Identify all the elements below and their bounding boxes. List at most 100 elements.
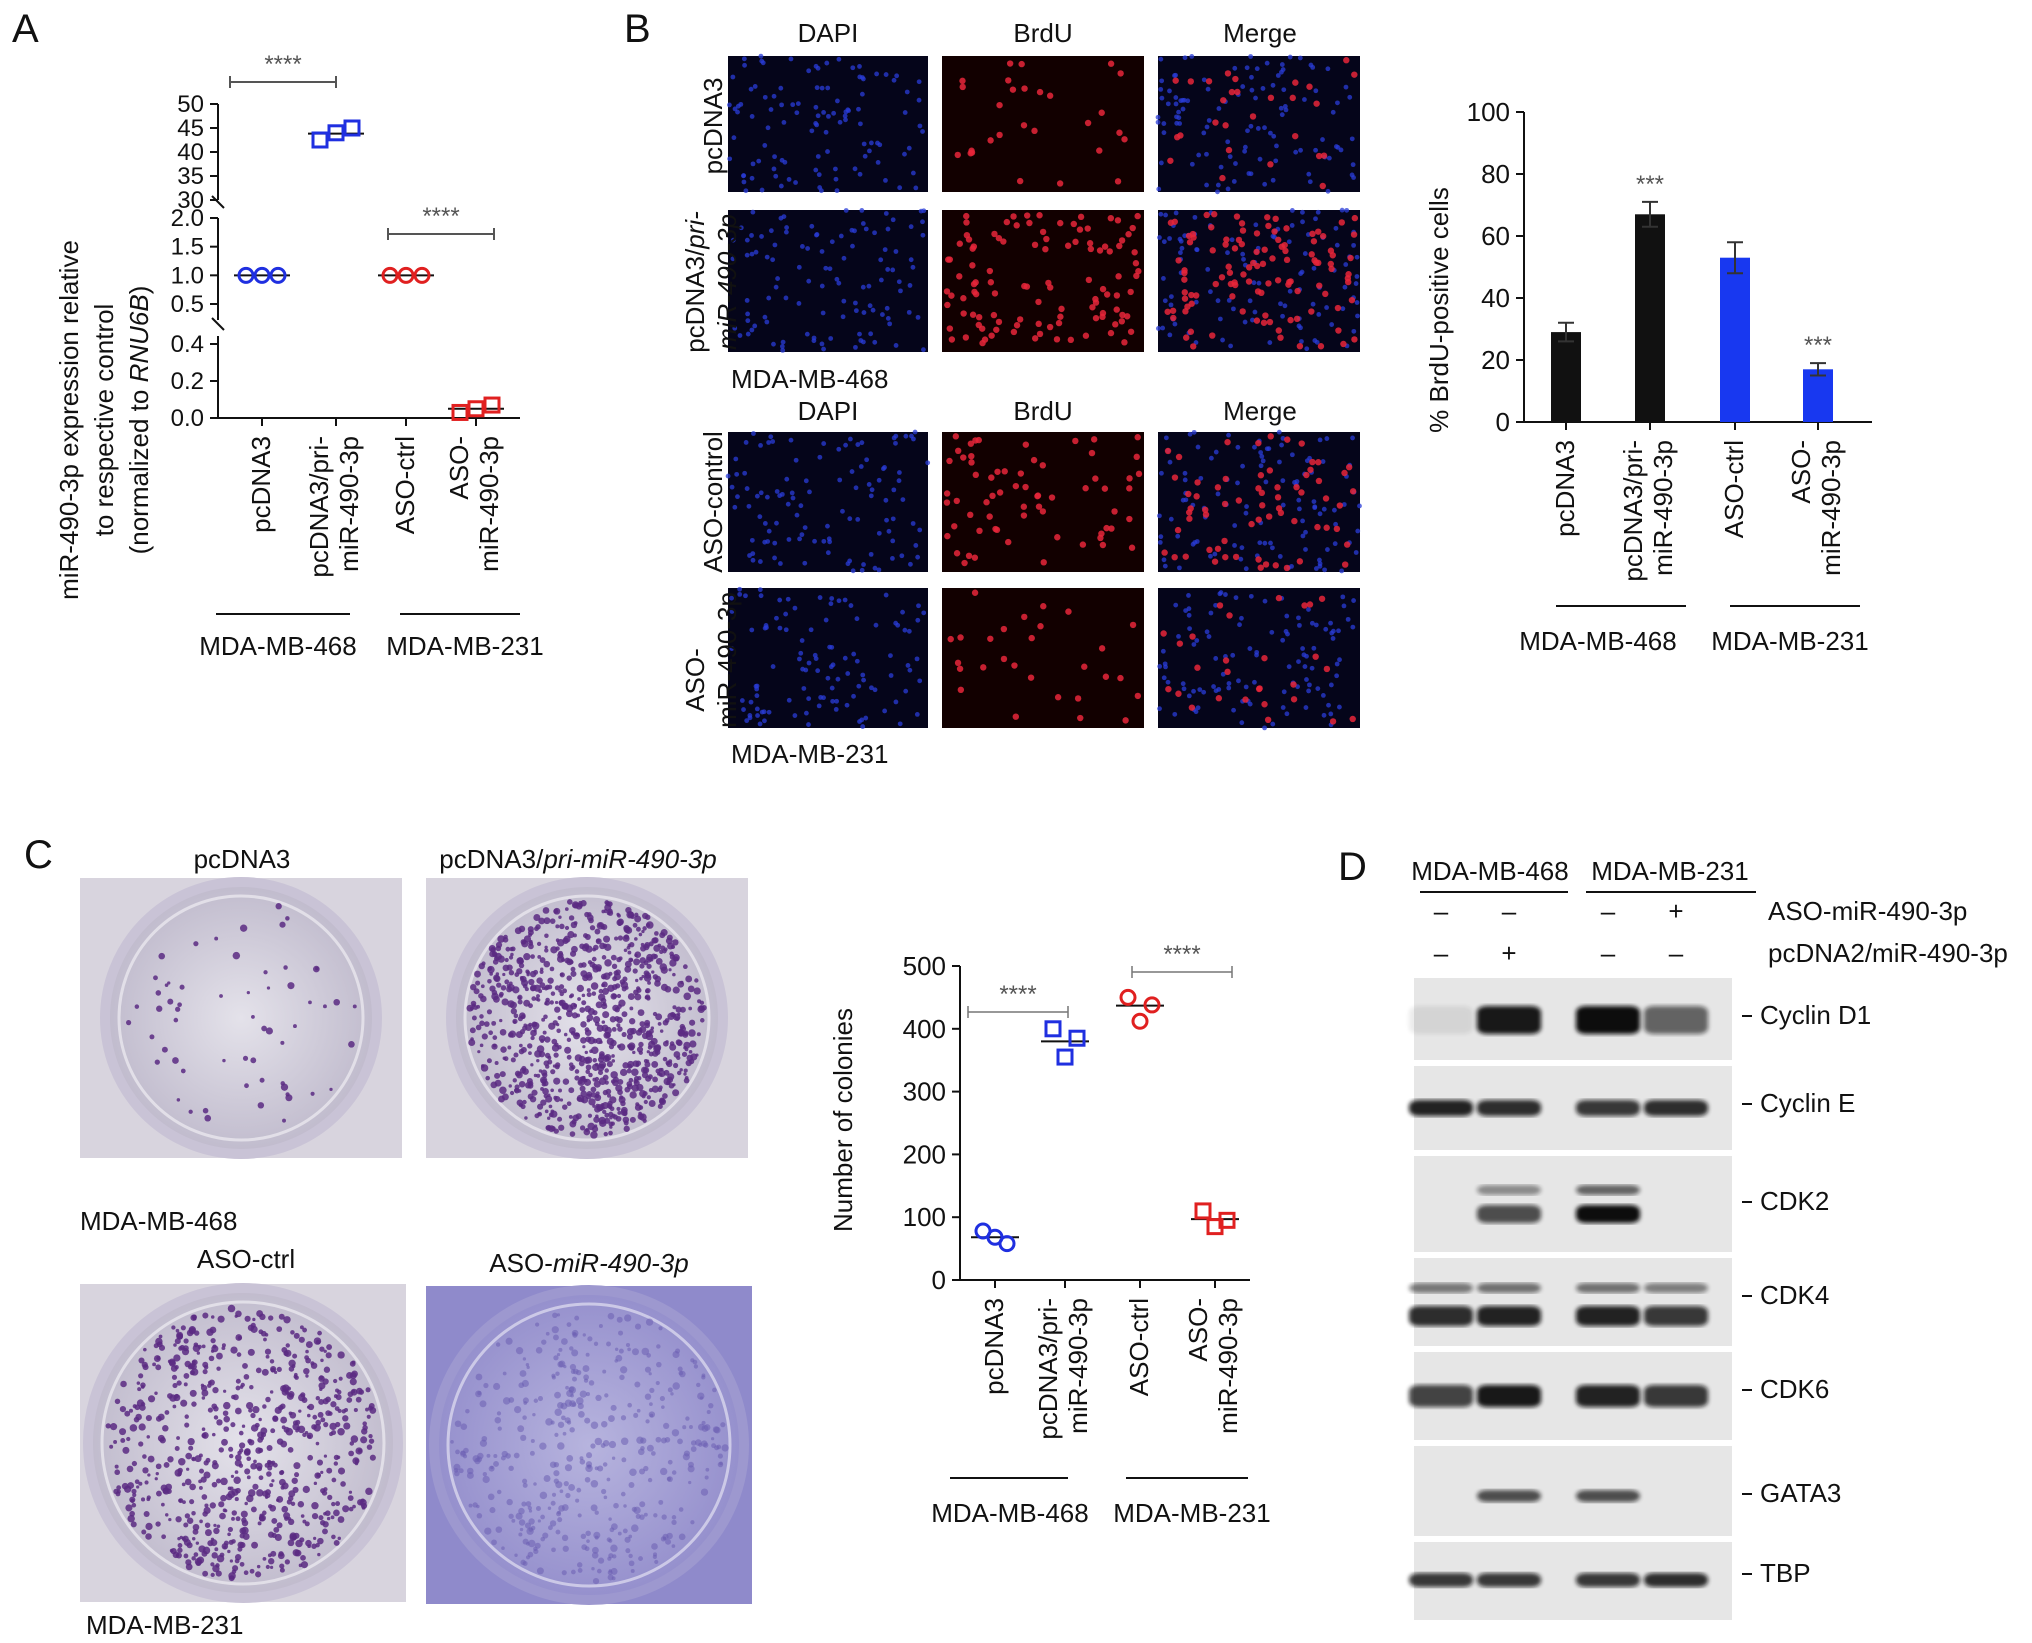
- chart-c-point: [1194, 1202, 1212, 1220]
- chart-c-sig-1: ****: [999, 981, 1036, 1008]
- c-cell-line-top: MDA-MB-468: [80, 1206, 237, 1236]
- chart-c-ytick-label: 0: [932, 1265, 946, 1295]
- chart-c-ytick-label: 500: [903, 951, 946, 981]
- d-sign: +: [1501, 938, 1516, 968]
- b-row-pri-line2: miR-490-3p: [712, 214, 742, 350]
- chart-b-xlabel: ASO-ctrl: [1719, 440, 1749, 538]
- blot-cyclin-e: Cyclin E: [1409, 1066, 1855, 1150]
- micrograph-brdu-row3: [942, 432, 1144, 572]
- panel-d-label: D: [1338, 845, 1367, 889]
- chart-c-point: [1206, 1218, 1224, 1236]
- chart-b-bar: [1803, 369, 1833, 422]
- chart-a-ytick-label: 0.2: [171, 368, 204, 395]
- micrograph-merge-row2: [1155, 207, 1360, 352]
- chart-c-group-2: MDA-MB-231: [1113, 1498, 1270, 1528]
- chart-a-ytick-label: 0.0: [171, 405, 204, 432]
- c-title-pri: pcDNA3/pri-miR-490-3p: [439, 844, 716, 874]
- chart-a-group-1: MDA-MB-468: [199, 631, 356, 661]
- chart-c-xlabel: pcDNA3: [979, 1298, 1009, 1395]
- d-band-label: CDK2: [1760, 1186, 1829, 1216]
- chart-a-ylabel-line2: to respective control: [89, 304, 119, 537]
- chart-b-ytick-label: 80: [1481, 159, 1510, 189]
- chart-b-errorbar: [1642, 200, 1658, 228]
- plate-aso-mir: [426, 1285, 752, 1605]
- chart-a-points: [234, 119, 504, 421]
- c-title-aso-mir: ASO-miR-490-3p: [489, 1248, 688, 1278]
- chart-b-bar: [1720, 257, 1750, 422]
- chart-a-xlabel: pcDNA3: [246, 436, 276, 533]
- d-band-label: GATA3: [1760, 1478, 1841, 1508]
- chart-c-xlabel: ASO-: [1183, 1298, 1213, 1362]
- chart-a-xlabel: miR-490-3p: [334, 436, 364, 572]
- chart-b-xlabel: miR-490-3p: [1816, 440, 1846, 576]
- chart-a-point: [451, 403, 469, 421]
- chart-a-point: [467, 400, 485, 418]
- chart-b-xlabel: pcDNA3: [1550, 440, 1580, 537]
- chart-c-xlabel: pcDNA3/pri-: [1033, 1298, 1063, 1440]
- chart-c-points: [971, 988, 1239, 1253]
- chart-b-group-2: MDA-MB-231: [1711, 626, 1868, 656]
- d-sign: –: [1434, 938, 1449, 968]
- chart-c-bracket-1: [967, 1006, 1069, 1018]
- blot-cdk6: CDK6: [1409, 1352, 1829, 1440]
- b-row-aso-mir-line1: ASO-: [680, 648, 710, 712]
- chart-c-point: [1119, 988, 1137, 1006]
- chart-a-xlabel: pcDNA3/pri-: [304, 436, 334, 578]
- chart-b-xlabel: ASO-: [1786, 440, 1816, 504]
- chart-a-point: [343, 119, 361, 137]
- chart-b-ticks: 0 20 40 60 80 100: [1467, 97, 1819, 437]
- d-treatment-2: pcDNA2/miR-490-3p: [1768, 938, 2008, 968]
- chart-a-point: [381, 266, 399, 284]
- chart-c-point: [1143, 996, 1161, 1014]
- d-sign: –: [1434, 896, 1449, 926]
- micrograph-merge-row1: [1155, 54, 1360, 195]
- chart-a-sig-1: ****: [264, 51, 301, 78]
- chart-b-ytick-label: 40: [1481, 283, 1510, 313]
- d-cell-line-1: MDA-MB-468: [1411, 856, 1568, 886]
- chart-a-ytick-label: 30: [177, 187, 204, 214]
- chart-b-errorbar: [1810, 362, 1826, 377]
- chart-b-ytick-label: 20: [1481, 345, 1510, 375]
- panel-d-western: MDA-MB-468 MDA-MB-231 – – – + – + – – ASO-miR-4…: [1409, 856, 2008, 1620]
- d-treatment-1: ASO-miR-490-3p: [1768, 896, 1967, 926]
- chart-a-ytick-label: 0.5: [171, 291, 204, 318]
- micrograph-dapi-row4: [728, 586, 928, 729]
- b-header-dapi-top: DAPI: [798, 18, 859, 48]
- blot-gata3: GATA3: [1414, 1446, 1841, 1536]
- chart-a-ytick-label: 2.0: [171, 205, 204, 232]
- chart-c-sig-2: ****: [1163, 941, 1200, 968]
- chart-a-point: [237, 266, 255, 284]
- chart-b-ytick-label: 60: [1481, 221, 1510, 251]
- chart-c-ylabel: Number of colonies: [828, 1008, 858, 1232]
- panel-b-micrographs: DAPI BrdU Merge DAPI BrdU Merge pcDNA3 p…: [680, 18, 1362, 769]
- micrograph-dapi-row2: [728, 208, 928, 353]
- d-band-label: CDK4: [1760, 1280, 1829, 1310]
- chart-a-bracket-1: [229, 76, 337, 88]
- chart-a-point: [413, 266, 431, 284]
- c-cell-line-bottom: MDA-MB-231: [86, 1610, 243, 1640]
- chart-b-bar: [1635, 214, 1665, 422]
- chart-a-xlabel: ASO-ctrl: [390, 436, 420, 534]
- chart-b-xlabel: miR-490-3p: [1648, 440, 1678, 576]
- chart-a-point: [269, 266, 287, 284]
- chart-a-ytick-label: 1.5: [171, 234, 204, 261]
- micrograph-merge-row4: [1157, 588, 1360, 731]
- c-title-pcdna3: pcDNA3: [194, 844, 291, 874]
- blot-cdk4: CDK4: [1409, 1258, 1829, 1346]
- b-row-pcdna3: pcDNA3: [698, 78, 728, 175]
- chart-a-point: [311, 131, 329, 149]
- d-band-label: CDK6: [1760, 1374, 1829, 1404]
- chart-a-ytick-label: 45: [177, 115, 204, 142]
- chart-c-ytick-label: 100: [903, 1202, 946, 1232]
- chart-c-ytick-label: 200: [903, 1139, 946, 1169]
- c-title-aso-ctrl: ASO-ctrl: [197, 1244, 295, 1274]
- chart-a-point: [483, 396, 501, 414]
- chart-b-group-1: MDA-MB-468: [1519, 626, 1676, 656]
- b-header-dapi-bottom: DAPI: [798, 396, 859, 426]
- d-sign: –: [1601, 938, 1616, 968]
- chart-c-point: [986, 1228, 1004, 1246]
- panel-b-label: B: [624, 7, 651, 51]
- chart-c-ytick-label: 300: [903, 1077, 946, 1107]
